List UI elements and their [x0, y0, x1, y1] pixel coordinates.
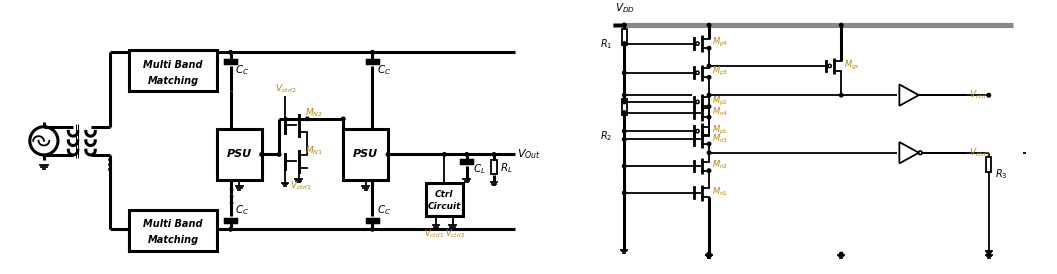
- Circle shape: [228, 51, 233, 54]
- Text: $M_{N1}$: $M_{N1}$: [305, 145, 323, 157]
- Circle shape: [707, 46, 710, 50]
- Circle shape: [341, 117, 345, 121]
- Circle shape: [707, 64, 710, 68]
- Text: $M_{p2}$: $M_{p2}$: [711, 95, 728, 107]
- Circle shape: [707, 115, 710, 119]
- Bar: [622, 99, 627, 115]
- Circle shape: [623, 71, 626, 75]
- Circle shape: [230, 202, 233, 204]
- Bar: [622, 29, 627, 45]
- Text: $R_2$: $R_2$: [600, 129, 613, 143]
- Circle shape: [707, 169, 710, 172]
- Text: $M_{N2}$: $M_{N2}$: [305, 107, 323, 119]
- Text: $V_{ctrl1}$: $V_{ctrl1}$: [290, 180, 312, 192]
- Circle shape: [623, 164, 626, 168]
- Text: $C_L$: $C_L$: [472, 162, 485, 176]
- Circle shape: [305, 117, 309, 121]
- Circle shape: [707, 105, 710, 108]
- Circle shape: [443, 153, 446, 156]
- Text: $V_{ctrl2}$: $V_{ctrl2}$: [445, 227, 466, 240]
- Text: $R_3$: $R_3$: [995, 167, 1007, 181]
- Bar: [426, 183, 463, 216]
- Text: $V_{ctrl2}$: $V_{ctrl2}$: [275, 83, 297, 95]
- Circle shape: [230, 195, 233, 197]
- Bar: [129, 50, 217, 91]
- Circle shape: [623, 191, 626, 195]
- Text: $M_{n4}$: $M_{n4}$: [711, 105, 728, 118]
- Text: $M_{p4}$: $M_{p4}$: [711, 36, 728, 49]
- Text: Matching: Matching: [148, 235, 199, 246]
- Text: $M_{p3}$: $M_{p3}$: [711, 65, 728, 78]
- Text: $C_C$: $C_C$: [236, 203, 249, 217]
- Circle shape: [493, 153, 496, 156]
- Circle shape: [109, 159, 111, 161]
- Text: $C_C$: $C_C$: [377, 203, 391, 217]
- Text: Multi Band: Multi Band: [144, 219, 203, 229]
- Circle shape: [707, 151, 710, 155]
- Circle shape: [707, 142, 710, 146]
- Circle shape: [839, 23, 843, 27]
- Text: Ctrl: Ctrl: [435, 190, 453, 199]
- Bar: [344, 129, 388, 180]
- Circle shape: [623, 23, 626, 27]
- Text: $M_{gs}$: $M_{gs}$: [843, 58, 859, 72]
- Circle shape: [371, 51, 374, 54]
- Circle shape: [623, 100, 626, 104]
- Circle shape: [371, 227, 374, 231]
- Text: $V_{DD}$: $V_{DD}$: [614, 2, 634, 15]
- Circle shape: [623, 42, 626, 45]
- Circle shape: [623, 129, 626, 133]
- Circle shape: [230, 188, 233, 191]
- Text: $V_{ctrl1}$: $V_{ctrl1}$: [424, 227, 445, 240]
- Bar: [986, 157, 991, 172]
- Text: $V_{ctrl1}$: $V_{ctrl1}$: [969, 89, 991, 101]
- Text: $C_C$: $C_C$: [377, 63, 391, 77]
- Circle shape: [386, 153, 390, 156]
- Circle shape: [987, 93, 990, 97]
- Text: Matching: Matching: [148, 76, 199, 86]
- Circle shape: [465, 153, 468, 156]
- Circle shape: [260, 153, 263, 156]
- Circle shape: [839, 93, 843, 97]
- Circle shape: [228, 227, 233, 231]
- Circle shape: [277, 153, 281, 156]
- Circle shape: [707, 76, 710, 79]
- Bar: [492, 160, 497, 174]
- Bar: [129, 210, 217, 251]
- Text: $C_C$: $C_C$: [236, 63, 249, 77]
- Text: $R_L$: $R_L$: [500, 161, 513, 175]
- Circle shape: [623, 23, 626, 27]
- Circle shape: [623, 93, 626, 97]
- Circle shape: [707, 252, 710, 256]
- Text: PSU: PSU: [353, 149, 378, 159]
- Circle shape: [987, 252, 990, 256]
- Bar: [217, 129, 262, 180]
- Circle shape: [623, 111, 626, 114]
- Circle shape: [839, 252, 843, 256]
- Text: $M_{p1}$: $M_{p1}$: [711, 124, 728, 137]
- Circle shape: [707, 23, 710, 27]
- Circle shape: [707, 93, 710, 97]
- Text: $M_{n3}$: $M_{n3}$: [711, 132, 728, 145]
- Circle shape: [707, 252, 710, 256]
- Circle shape: [623, 138, 626, 141]
- Text: Circuit: Circuit: [428, 202, 461, 211]
- Text: $M_{n1}$: $M_{n1}$: [711, 185, 728, 198]
- Text: $R_1$: $R_1$: [600, 38, 613, 52]
- Text: PSU: PSU: [227, 149, 252, 159]
- Text: $V_{Out}$: $V_{Out}$: [517, 147, 541, 161]
- Circle shape: [109, 164, 111, 166]
- Circle shape: [109, 168, 111, 171]
- Text: $V_{ctrl2}$: $V_{ctrl2}$: [969, 147, 991, 159]
- Text: Multi Band: Multi Band: [144, 60, 203, 70]
- Text: $M_{n2}$: $M_{n2}$: [711, 159, 728, 171]
